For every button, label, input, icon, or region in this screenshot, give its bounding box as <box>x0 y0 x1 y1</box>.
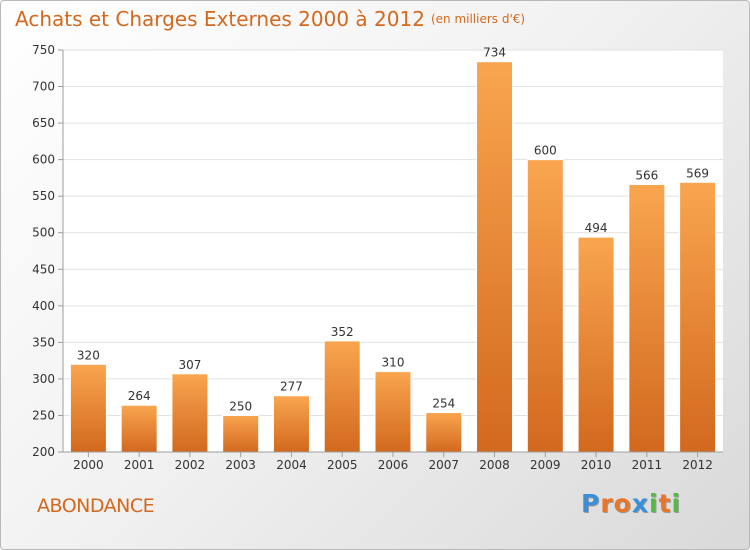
x-tick-label: 2006 <box>378 458 409 472</box>
x-tick-label: 2000 <box>73 458 104 472</box>
bar <box>425 412 463 453</box>
logo-letter: o <box>613 489 632 518</box>
data-label: 264 <box>128 389 151 403</box>
x-tick-label: 2010 <box>581 458 612 472</box>
data-label: 307 <box>178 358 201 372</box>
x-tick-label: 2001 <box>124 458 155 472</box>
data-label: 494 <box>585 221 608 235</box>
y-tick-label: 550 <box>32 189 55 203</box>
y-tick-label: 300 <box>32 372 55 386</box>
x-axis: 2000 2001 2002 2003 2004 2005 2006 2007 2008 2009… <box>63 451 723 472</box>
data-label: 734 <box>483 46 506 60</box>
x-tick-label: 2007 <box>428 458 459 472</box>
y-tick-label: 250 <box>32 408 55 422</box>
bar <box>171 373 209 453</box>
y-tick-label: 450 <box>32 262 55 276</box>
data-label: 600 <box>534 144 557 158</box>
bar <box>69 363 107 453</box>
bar <box>120 404 158 453</box>
bars: 320 264 307 250 277 352 310 254 734 600 494 566 569 <box>69 46 717 453</box>
logo-letter: x <box>631 489 649 518</box>
y-tick-label: 600 <box>32 153 55 167</box>
bar <box>323 340 361 453</box>
bar <box>272 395 310 453</box>
logo-letter: i <box>671 489 682 518</box>
x-tick-label: 2009 <box>530 458 561 472</box>
x-tick-label: 2004 <box>276 458 307 472</box>
x-tick-label: 2002 <box>175 458 206 472</box>
logo-letter: t <box>658 489 672 518</box>
logo-letter: P <box>581 489 601 518</box>
x-tick-label: 2003 <box>225 458 256 472</box>
proxiti-logo[interactable]: Proxiti <box>581 489 681 518</box>
y-tick-label: 200 <box>32 445 55 459</box>
bar <box>526 159 564 453</box>
bar <box>628 183 666 453</box>
data-label: 254 <box>432 397 455 411</box>
y-tick-label: 750 <box>32 43 55 57</box>
data-label: 320 <box>77 348 100 362</box>
logo-letter: i <box>649 489 659 518</box>
bar <box>679 181 717 453</box>
data-label: 569 <box>686 166 709 180</box>
logo-letter: r <box>600 489 614 518</box>
y-tick-label: 700 <box>32 80 55 94</box>
y-tick-label: 650 <box>32 116 55 130</box>
data-label: 250 <box>229 399 252 413</box>
x-tick-label: 2012 <box>682 458 713 472</box>
x-tick-label: 2005 <box>327 458 358 472</box>
commune-name: ABONDANCE <box>37 495 155 517</box>
bar <box>476 61 514 453</box>
data-label: 352 <box>331 325 354 339</box>
y-axis: 200 250 300 350 400 450 500 550 600 650 700 750 <box>32 43 64 459</box>
y-tick-label: 400 <box>32 299 55 313</box>
y-tick-label: 350 <box>32 335 55 349</box>
title-unit: (en milliers d'€) <box>430 12 526 26</box>
data-label: 310 <box>382 356 405 370</box>
x-tick-label: 2011 <box>632 458 663 472</box>
chart-title: Achats et Charges Externes 2000 à 2012 (e… <box>15 7 525 31</box>
bar <box>222 414 260 453</box>
x-tick-label: 2008 <box>479 458 510 472</box>
y-tick-label: 500 <box>32 226 55 240</box>
data-label: 566 <box>635 168 658 182</box>
data-label: 277 <box>280 380 303 394</box>
bar <box>577 236 615 453</box>
title-text: Achats et Charges Externes 2000 à 2012 <box>15 7 425 31</box>
bar <box>374 371 412 453</box>
